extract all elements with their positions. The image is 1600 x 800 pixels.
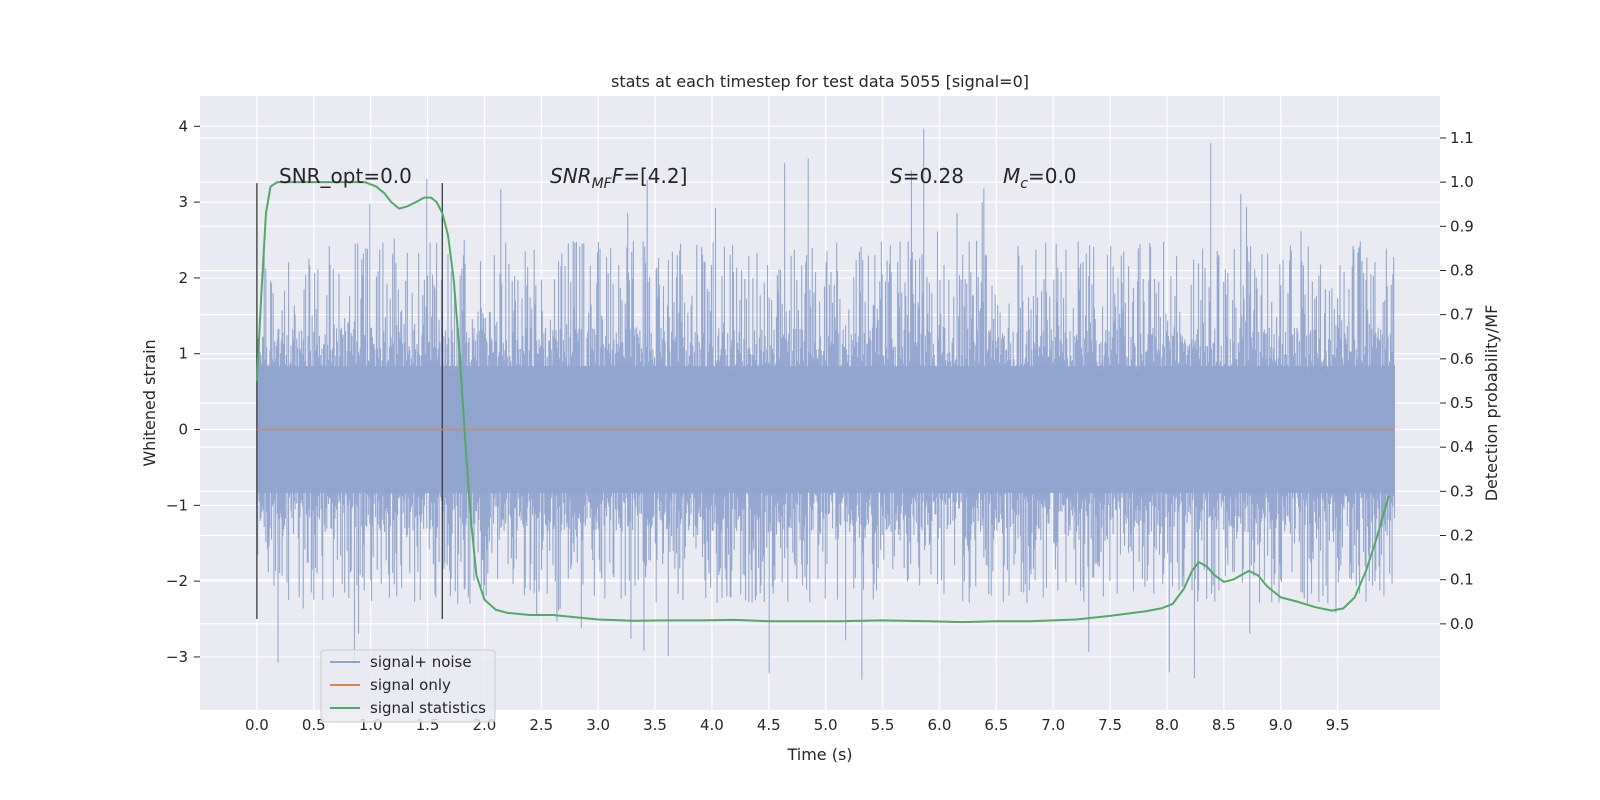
left-y-axis-label: Whitened strain <box>140 339 159 466</box>
annotation-snr-mf: SNRMFF=[4.2] <box>550 164 687 192</box>
x-tick-label: 8.0 <box>1155 716 1179 734</box>
x-tick-label: 5.5 <box>871 716 895 734</box>
mc-subscript: c <box>1020 176 1028 192</box>
x-tick-label: 0.0 <box>245 716 269 734</box>
s-value: =0.28 <box>903 164 964 188</box>
mc-value: =0.0 <box>1028 164 1077 188</box>
right-y-tick-label: 1.1 <box>1450 129 1474 147</box>
snr-mf-f: F <box>612 164 624 188</box>
left-y-tick-label: −3 <box>166 648 188 666</box>
left-y-tick-label: 0 <box>178 421 188 439</box>
snr-mf-value: =[4.2] <box>623 164 687 188</box>
annotation-mc: Mc=0.0 <box>1003 164 1077 192</box>
x-tick-label: 5.0 <box>814 716 838 734</box>
left-y-tick-label: 3 <box>178 193 188 211</box>
x-tick-label: 3.0 <box>586 716 610 734</box>
annotation-snr-opt: SNR_opt=0.0 <box>279 164 412 188</box>
x-tick-label: 6.5 <box>984 716 1008 734</box>
left-y-axis-ticks: −3 −2 −1 0 1 2 3 4 <box>166 117 200 666</box>
x-tick-label: 9.5 <box>1326 716 1350 734</box>
x-tick-label: 6.0 <box>928 716 952 734</box>
right-y-tick-label: 0.9 <box>1450 217 1474 235</box>
right-y-axis-label: Detection probability/MF <box>1482 305 1501 502</box>
legend: signal+ noise signal only signal statist… <box>320 649 496 723</box>
x-tick-label: 2.5 <box>529 716 553 734</box>
x-tick-label: 8.5 <box>1212 716 1236 734</box>
series-lines <box>255 181 1395 624</box>
snr-mf-base: SNR <box>550 164 592 188</box>
left-y-tick-label: −2 <box>166 572 188 590</box>
left-y-tick-label: 4 <box>178 117 188 135</box>
chart-title: stats at each timestep for test data 505… <box>611 72 1029 91</box>
legend-label-signal-statistics: signal statistics <box>370 699 486 717</box>
annotation-s: S=0.28 <box>890 164 964 188</box>
right-y-tick-label: 0.8 <box>1450 261 1474 279</box>
x-tick-label: 7.5 <box>1098 716 1122 734</box>
left-y-tick-label: 1 <box>178 345 188 363</box>
left-y-tick-label: −1 <box>166 496 188 514</box>
right-y-axis-ticks: 0.0 0.1 0.2 0.3 0.4 0.5 0.6 0.7 0.8 0.9 1.0 1.1 <box>1440 129 1474 633</box>
legend-box <box>320 649 496 723</box>
signal-statistics-line <box>255 181 1390 624</box>
right-y-tick-label: 0.7 <box>1450 306 1474 324</box>
right-y-tick-label: 0.2 <box>1450 527 1474 545</box>
s-variable: S <box>890 164 903 188</box>
snr-mf-subscript: MF <box>592 176 613 192</box>
right-y-tick-label: 1.0 <box>1450 173 1474 191</box>
right-y-tick-label: 0.5 <box>1450 394 1474 412</box>
x-tick-label: 3.5 <box>643 716 667 734</box>
left-y-tick-label: 2 <box>178 269 188 287</box>
right-y-tick-label: 0.3 <box>1450 482 1474 500</box>
legend-label-signal-plus-noise: signal+ noise <box>370 653 472 671</box>
x-axis-label: Time (s) <box>786 745 852 764</box>
x-tick-label: 9.0 <box>1269 716 1293 734</box>
legend-label-signal-only: signal only <box>370 676 451 694</box>
right-y-tick-label: 0.4 <box>1450 438 1474 456</box>
x-tick-label: 7.0 <box>1041 716 1065 734</box>
x-tick-label: 4.0 <box>700 716 724 734</box>
right-y-tick-label: 0.1 <box>1450 571 1474 589</box>
right-y-tick-label: 0.6 <box>1450 350 1474 368</box>
x-tick-label: 0.5 <box>302 716 326 734</box>
x-tick-label: 4.5 <box>757 716 781 734</box>
right-y-tick-label: 0.0 <box>1450 615 1474 633</box>
mc-base: M <box>1003 164 1020 188</box>
